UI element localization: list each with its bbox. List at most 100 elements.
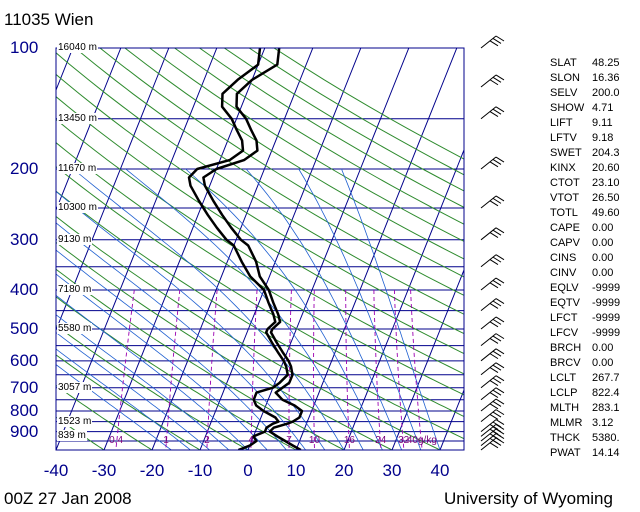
index-value: 0.00 — [592, 357, 614, 369]
dry-adiabat-line — [56, 165, 464, 418]
pressure-label: 600 — [10, 350, 39, 370]
index-value: 200.0 — [592, 87, 620, 99]
dry-adiabat-line — [56, 324, 249, 450]
index-key: MLTH — [550, 402, 580, 414]
index-value: 49.60 — [592, 207, 620, 219]
mixing-ratio-line — [393, 289, 405, 450]
mixing-ratio-label: 16 — [344, 435, 356, 446]
wind-barb — [480, 419, 505, 432]
moist-adiabat-line — [298, 168, 422, 450]
dry-adiabat-line — [56, 215, 441, 450]
isotherm-line — [103, 48, 266, 450]
pressure-label: 800 — [10, 401, 39, 421]
dry-adiabat-line — [56, 268, 345, 450]
data-source: University of Wyoming — [444, 489, 613, 508]
dry-adiabat-line — [56, 118, 464, 375]
dry-adiabat-line — [56, 142, 464, 396]
index-key: THCK — [550, 432, 580, 444]
mixing-ratio-line — [313, 289, 315, 450]
dry-adiabat-line — [149, 48, 464, 242]
index-key: SHOW — [550, 102, 585, 114]
index-value: 267.7 — [592, 372, 620, 384]
isotherm-line — [247, 48, 410, 450]
index-key: LCLP — [550, 387, 578, 399]
index-value: 26.50 — [592, 192, 620, 204]
moist-adiabat-line — [56, 190, 326, 450]
mixing-ratio-line — [373, 289, 382, 450]
index-value: 0.00 — [592, 237, 614, 249]
index-key: CAPV — [550, 237, 580, 249]
moist-adiabat-line — [56, 348, 191, 450]
index-key: BRCH — [550, 342, 582, 354]
moist-adiabat-line — [56, 331, 210, 450]
height-label: 1523 m — [57, 415, 93, 427]
index-key: SLAT — [550, 57, 577, 69]
height-label: 9130 m — [57, 233, 93, 245]
index-value: -9999 — [592, 297, 621, 309]
index-value: 48.25 — [592, 57, 620, 69]
index-key: EQTV — [550, 297, 580, 309]
moist-adiabat-line — [56, 364, 172, 450]
dry-adiabat-line — [99, 48, 464, 278]
isotherm-line — [439, 388, 464, 450]
mixing-ratio-label: 7 — [286, 435, 292, 446]
wind-barb — [480, 316, 505, 330]
wind-barb — [480, 387, 505, 401]
wind-barb — [480, 398, 505, 412]
moist-adiabat-line — [245, 168, 402, 450]
mixing-ratio-label: 0.4 — [109, 435, 123, 446]
moist-adiabat-line — [56, 249, 287, 450]
index-value: -9999 — [592, 312, 621, 324]
temperature-tick-label: -40 — [43, 461, 69, 480]
mixing-ratio-line — [250, 289, 258, 450]
index-key: LIFT — [550, 117, 573, 129]
pressure-label: 900 — [10, 421, 39, 441]
index-value: 204.3 — [592, 147, 620, 159]
temperature-tick-label: -30 — [91, 461, 117, 480]
dry-adiabat-line — [56, 384, 153, 450]
height-label: 839 m — [57, 430, 87, 442]
height-label: 3057 m — [57, 381, 93, 393]
pressure-label: 100 — [10, 38, 39, 57]
index-key: LFTV — [550, 132, 577, 144]
isotherm-line — [199, 48, 362, 450]
index-value: 9.11 — [592, 117, 613, 129]
temperature-tick-label: 20 — [334, 461, 354, 480]
wind-barb — [480, 227, 505, 241]
mixing-ratio-line — [288, 289, 292, 450]
wind-barb — [480, 409, 505, 423]
index-key: SLON — [550, 72, 580, 84]
index-value: 5380. — [592, 432, 620, 444]
dry-adiabat-line — [56, 241, 393, 450]
wind-barbs — [480, 35, 505, 451]
height-label: 5580 m — [57, 322, 93, 334]
index-value: 16.36 — [592, 72, 620, 84]
pressure-label: 400 — [10, 280, 39, 300]
wind-barb — [480, 254, 505, 268]
dewpoint-trace — [187, 48, 289, 450]
index-value: 3.12 — [592, 417, 614, 429]
wind-barb — [480, 106, 505, 120]
index-value: 4.71 — [592, 102, 614, 114]
dry-adiabat-line — [56, 96, 464, 355]
wind-barb — [480, 74, 505, 88]
moist-adiabat-line — [125, 168, 364, 450]
mixing-ratio-label: 2 — [204, 435, 210, 446]
mixing-ratio-label: 40g/kg — [407, 435, 437, 446]
index-value: 9.18 — [592, 132, 614, 144]
wind-barb — [480, 195, 505, 209]
pressure-label: 300 — [10, 229, 39, 249]
mixing-ratio-label: 1 — [163, 435, 169, 446]
index-key: VTOT — [550, 192, 580, 204]
index-key: MLMR — [550, 417, 583, 429]
height-label: 16040 m — [57, 42, 98, 53]
grid-layer — [56, 48, 464, 450]
isotherm-line — [391, 268, 464, 450]
isotherm-line — [343, 148, 464, 450]
mixing-ratio-line — [410, 289, 423, 450]
index-value: -9999 — [592, 282, 621, 294]
wind-barb — [480, 156, 505, 170]
